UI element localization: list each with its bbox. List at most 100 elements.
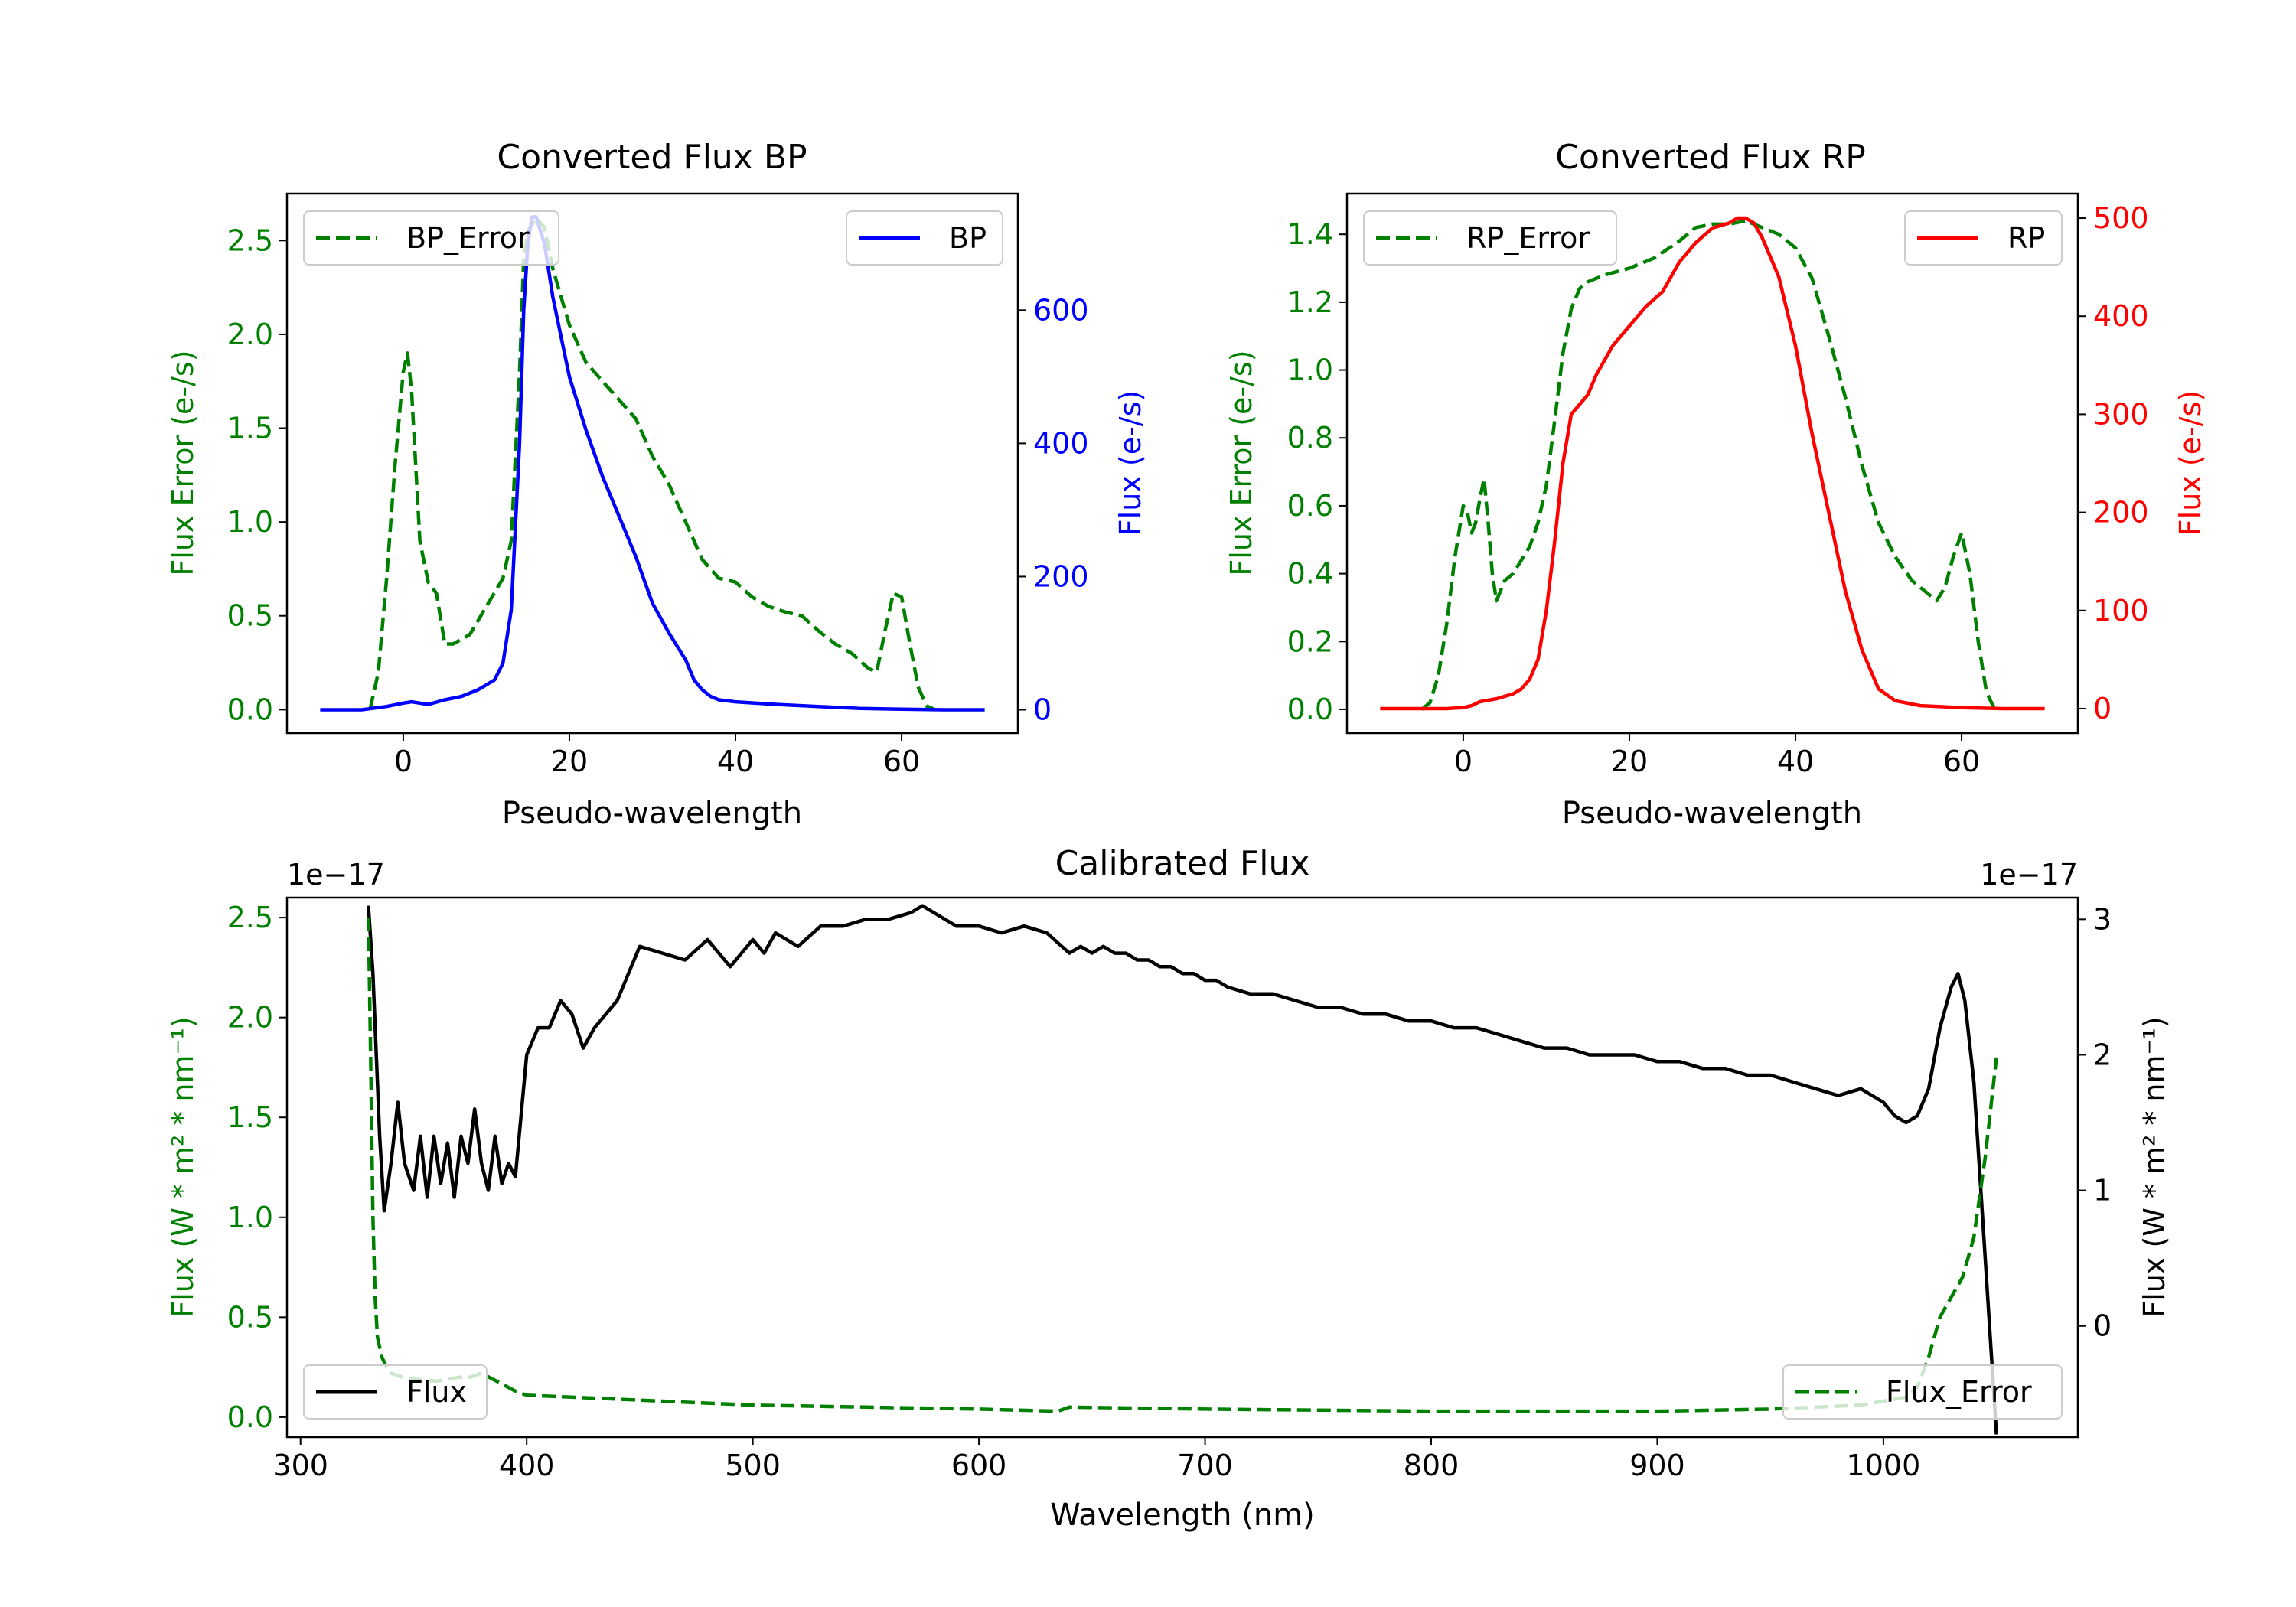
calibrated-left-y-tick-label: 1.5	[227, 1100, 273, 1134]
calibrated-left-y-tick-label: 2.0	[227, 1001, 273, 1035]
calibrated-x-tick-label: 1000	[1847, 1449, 1921, 1482]
rp-left-y-tick-label: 0.6	[1287, 489, 1333, 523]
calibrated-right-y-tick-label: 3	[2093, 902, 2112, 936]
rp-legend-label: RP	[2007, 221, 2045, 255]
calibrated-x-ticks: 300 400 500 600 700 800 900 1000	[272, 1437, 1920, 1482]
flux-error-legend-label: Flux_Error	[1886, 1375, 2032, 1409]
calibrated-flux-line	[367, 904, 1998, 1435]
rp-plot-lines	[1380, 216, 2045, 711]
flux-error-legend-box	[1782, 1364, 2063, 1420]
flux-legend[interactable]: Flux	[303, 1364, 488, 1420]
bp-x-tick-label: 60	[883, 745, 920, 778]
rp-x-tick-label: 40	[1777, 745, 1814, 778]
calibrated-right-y-label: Flux (W * m² * nm⁻¹)	[2138, 1016, 2171, 1317]
flux-legend-label: Flux	[406, 1375, 467, 1409]
bp-right-y-tick-label: 400	[1033, 426, 1089, 460]
calibrated-x-tick-label: 700	[1177, 1449, 1233, 1482]
rp-left-y-tick-label: 1.4	[1287, 217, 1333, 251]
bp-x-tick-label: 20	[551, 745, 588, 778]
calibrated-x-tick-label: 300	[272, 1449, 328, 1482]
calibrated-x-tick-label: 400	[499, 1449, 555, 1482]
rp-x-tick-label: 0	[1454, 745, 1473, 778]
calibrated-axes-frame	[285, 896, 2079, 1439]
rp-right-y-tick-label: 400	[2093, 299, 2149, 333]
rp-axes-frame	[1345, 192, 2079, 735]
calibrated-right-y-tick-label: 2	[2093, 1038, 2112, 1071]
rp-error-legend[interactable]: RP_Error	[1363, 210, 1617, 266]
calibrated-panel: Calibrated Flux 1e−17 1e−17 300 400 500 600…	[166, 844, 2171, 1533]
bp-left-y-ticks: 0.0 0.5 1.0 1.5 2.0 2.5	[227, 223, 287, 726]
bp-error-legend-box	[303, 210, 559, 266]
bp-left-y-tick-label: 0.5	[227, 599, 273, 633]
rp-left-y-tick-label: 1.2	[1287, 285, 1333, 319]
rp-x-tick-label: 60	[1943, 745, 1980, 778]
rp-left-y-tick-label: 0.4	[1287, 557, 1333, 591]
bp-legend-label: BP	[949, 221, 987, 255]
bp-error-legend[interactable]: BP_Error	[303, 210, 559, 266]
calibrated-left-y-ticks: 0.0 0.5 1.0 1.5 2.0 2.5	[227, 901, 287, 1434]
rp-right-y-tick-label: 0	[2093, 692, 2112, 725]
flux-legend-box	[303, 1364, 488, 1420]
rp-left-y-tick-label: 1.0	[1287, 354, 1333, 387]
rp-rp-line	[1380, 216, 2045, 711]
bp-left-y-label: Flux Error (e-/s)	[166, 350, 200, 575]
rp-right-y-ticks: 0 100 200 300 400 500	[2078, 201, 2149, 725]
calibrated-title: Calibrated Flux	[1055, 844, 1310, 883]
rp-left-y-tick-label: 0.0	[1287, 693, 1333, 726]
bp-x-ticks: 0 20 40 60	[394, 733, 920, 778]
rp-right-y-label: Flux (e-/s)	[2174, 390, 2207, 536]
calibrated-left-offset: 1e−17	[287, 858, 385, 892]
bp-panel: Converted Flux BP 0 20 40 60 0.0 0.5 1.0 1.5 2.…	[166, 138, 1147, 831]
bp-title: Converted Flux BP	[497, 138, 807, 177]
rp-legend[interactable]: RP	[1904, 210, 2063, 266]
bp-right-y-tick-label: 200	[1033, 559, 1089, 593]
rp-right-y-tick-label: 300	[2093, 397, 2149, 431]
rp-error-legend-label: RP_Error	[1466, 221, 1590, 255]
rp-x-ticks: 0 20 40 60	[1454, 733, 1980, 778]
rp-x-label: Pseudo-wavelength	[1562, 796, 1862, 831]
calibrated-right-y-ticks: 0 1 2 3	[2078, 902, 2112, 1343]
rp-legend-box	[1904, 210, 2063, 266]
bp-x-label: Pseudo-wavelength	[502, 796, 802, 831]
rp-left-y-tick-label: 0.2	[1287, 624, 1333, 658]
calibrated-x-tick-label: 500	[725, 1449, 781, 1482]
calibrated-left-y-tick-label: 0.0	[227, 1400, 273, 1434]
calibrated-x-tick-label: 900	[1629, 1449, 1685, 1482]
rp-error-legend-box	[1363, 210, 1617, 266]
bp-right-y-tick-label: 0	[1033, 693, 1052, 727]
calibrated-left-y-label: Flux (W * m² * nm⁻¹)	[166, 1016, 200, 1317]
rp-left-y-ticks: 0.0 0.2 0.4 0.6 0.8 1.0 1.2 1.4	[1287, 217, 1347, 726]
bp-legend[interactable]: BP	[846, 210, 1003, 266]
calibrated-right-offset: 1e−17	[1980, 858, 2078, 892]
rp-x-tick-label: 20	[1611, 745, 1648, 778]
bp-error-legend-label: BP_Error	[406, 221, 530, 255]
rp-right-y-tick-label: 500	[2093, 201, 2149, 235]
bp-bp-line	[320, 215, 985, 712]
bp-bp-error-line	[368, 216, 936, 712]
rp-rp-error-line	[1420, 219, 1997, 711]
calibrated-left-y-tick-label: 0.5	[227, 1300, 273, 1334]
bp-left-y-tick-label: 0.0	[227, 693, 273, 726]
calibrated-x-tick-label: 800	[1404, 1449, 1459, 1482]
bp-plot-lines	[320, 215, 985, 712]
bp-x-tick-label: 0	[394, 745, 413, 778]
rp-title: Converted Flux RP	[1555, 138, 1866, 177]
bp-right-y-label: Flux (e-/s)	[1114, 390, 1147, 536]
rp-left-y-tick-label: 0.8	[1287, 421, 1333, 455]
bp-right-y-ticks: 0 200 400 600	[1018, 293, 1089, 727]
rp-left-y-label: Flux Error (e-/s)	[1225, 350, 1258, 575]
flux-error-legend[interactable]: Flux_Error	[1782, 1364, 2063, 1420]
calibrated-x-label: Wavelength (nm)	[1050, 1498, 1315, 1533]
calibrated-left-y-tick-label: 2.5	[227, 901, 273, 934]
bp-legend-box	[846, 210, 1003, 266]
bp-left-y-tick-label: 2.0	[227, 318, 273, 351]
calibrated-left-y-tick-label: 1.0	[227, 1201, 273, 1234]
bp-left-y-tick-label: 2.5	[227, 223, 273, 257]
rp-right-y-tick-label: 100	[2093, 594, 2149, 627]
bp-x-tick-label: 40	[717, 745, 754, 778]
calibrated-right-y-tick-label: 1	[2093, 1174, 2112, 1208]
bp-right-y-tick-label: 600	[1033, 293, 1089, 327]
bp-left-y-tick-label: 1.5	[227, 412, 273, 445]
